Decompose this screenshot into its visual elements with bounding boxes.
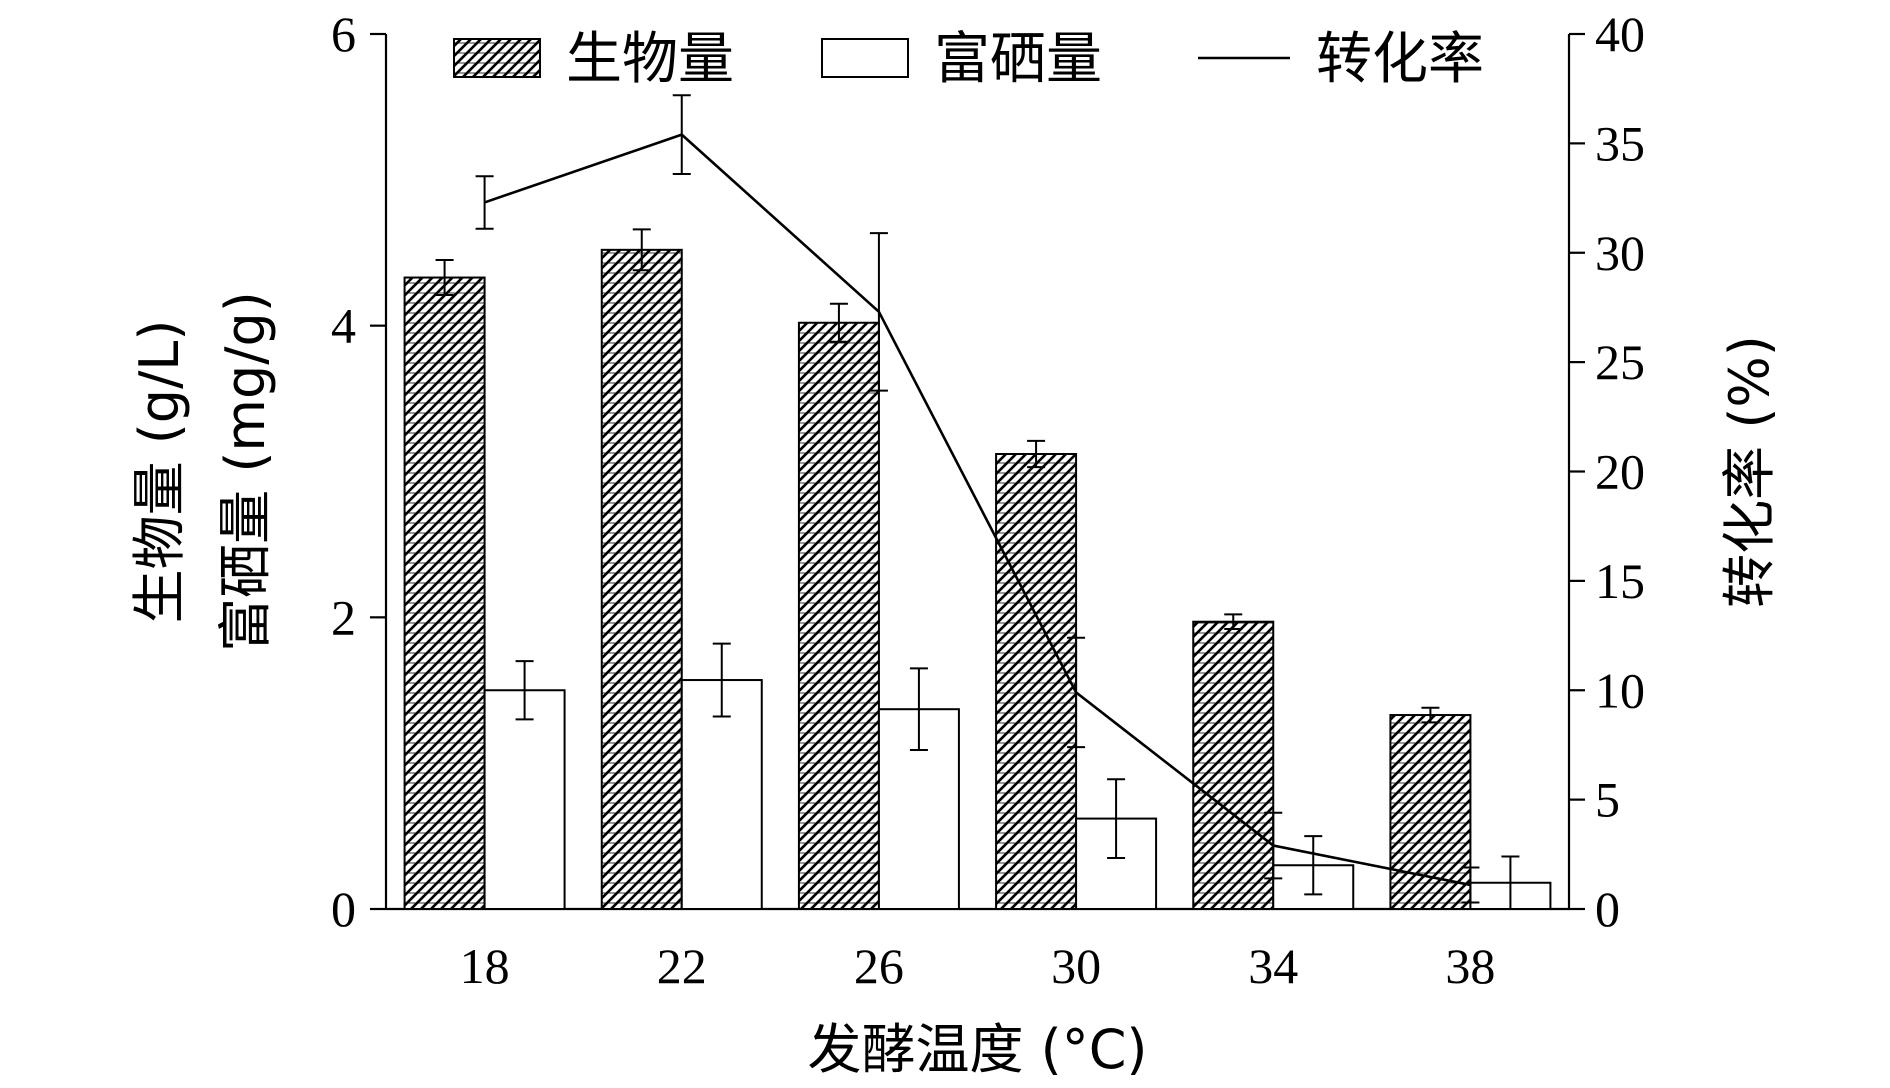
x-tick-label: 38 (1445, 938, 1495, 994)
line-group (475, 94, 1480, 904)
axes (370, 32, 1585, 911)
legend: 生物量 富硒量 转化率 (453, 27, 1484, 92)
x-tick-label: 34 (1248, 938, 1298, 994)
x-tick-label: 18 (460, 938, 510, 994)
legend-label-selenium: 富硒量 (934, 27, 1102, 92)
y-tick-label-right: 30 (1595, 225, 1645, 281)
labels-group: 0 2 4 6 0 5 10 15 20 25 30 35 40 18 22 26 30 34 38 发酵温度 (°C… (128, 6, 1781, 1081)
y-axis-title-left-1: 生物量 (g/L) (128, 320, 191, 624)
bar-biomass (1389, 714, 1472, 911)
y-tick-label-right: 10 (1595, 662, 1645, 718)
bar-biomass (797, 321, 880, 910)
line-conversion (484, 133, 1471, 887)
y-axis-title-left-2: 富硒量 (mg/g) (214, 291, 277, 652)
x-tick-label: 22 (657, 938, 707, 994)
y-tick-label-left: 0 (331, 881, 356, 937)
y-tick-label-left: 4 (331, 298, 356, 354)
bar-biomass (403, 276, 486, 910)
x-axis-title: 发酵温度 (°C) (807, 1018, 1147, 1081)
y-tick-label-right: 0 (1595, 881, 1620, 937)
bar-biomass (600, 248, 683, 911)
x-tick-label: 26 (854, 938, 904, 994)
y-tick-label-right: 15 (1595, 553, 1645, 609)
legend-label-conversion: 转化率 (1316, 27, 1484, 92)
y-tick-label-right: 40 (1595, 6, 1645, 62)
y-tick-label-left: 6 (331, 6, 356, 62)
y-axis-title-right: 转化率 (%) (1718, 335, 1781, 608)
bar-biomass (995, 453, 1078, 910)
y-tick-label-right: 20 (1595, 444, 1645, 500)
legend-swatch-selenium (821, 38, 909, 78)
y-tick-label-right: 5 (1595, 772, 1620, 828)
y-tick-label-left: 2 (331, 589, 356, 645)
y-tick-label-right: 35 (1595, 115, 1645, 171)
bar-biomass (1192, 620, 1275, 910)
legend-label-biomass: 生物量 (566, 27, 734, 92)
bars-group (403, 228, 1552, 911)
x-tick-label: 30 (1051, 938, 1101, 994)
bar-selenium (483, 689, 566, 910)
legend-swatch-biomass (453, 38, 541, 78)
y-tick-label-right: 25 (1595, 334, 1645, 390)
